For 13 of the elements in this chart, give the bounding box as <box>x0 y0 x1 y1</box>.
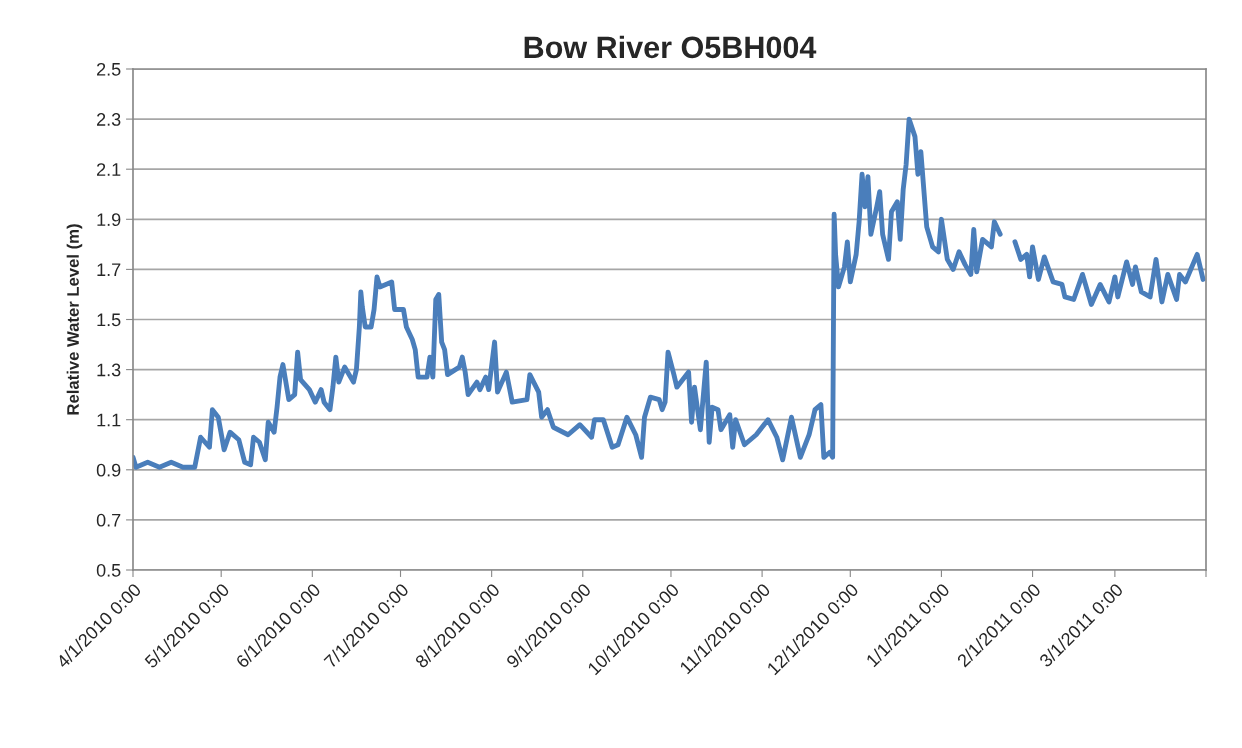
y-tick-label: 1.5 <box>97 313 121 327</box>
y-tick-label: 1.9 <box>97 213 121 227</box>
y-tick-label: 0.5 <box>96 563 121 577</box>
y-tick-label: 0.7 <box>96 513 121 527</box>
y-tick-label: 2.5 <box>97 62 121 76</box>
y-tick-label: 2.1 <box>97 163 121 176</box>
y-tick-label: 1.3 <box>97 363 121 377</box>
y-tick-label: 1.1 <box>97 413 121 427</box>
chart-title: Bow River O5BH004 <box>524 35 817 59</box>
y-tick-label: 1.7 <box>97 263 121 276</box>
y-tick-label: 2.3 <box>97 113 121 126</box>
y-tick-label: 0.9 <box>96 463 121 477</box>
y-axis-title: Relative Water Level (m) <box>66 224 83 415</box>
